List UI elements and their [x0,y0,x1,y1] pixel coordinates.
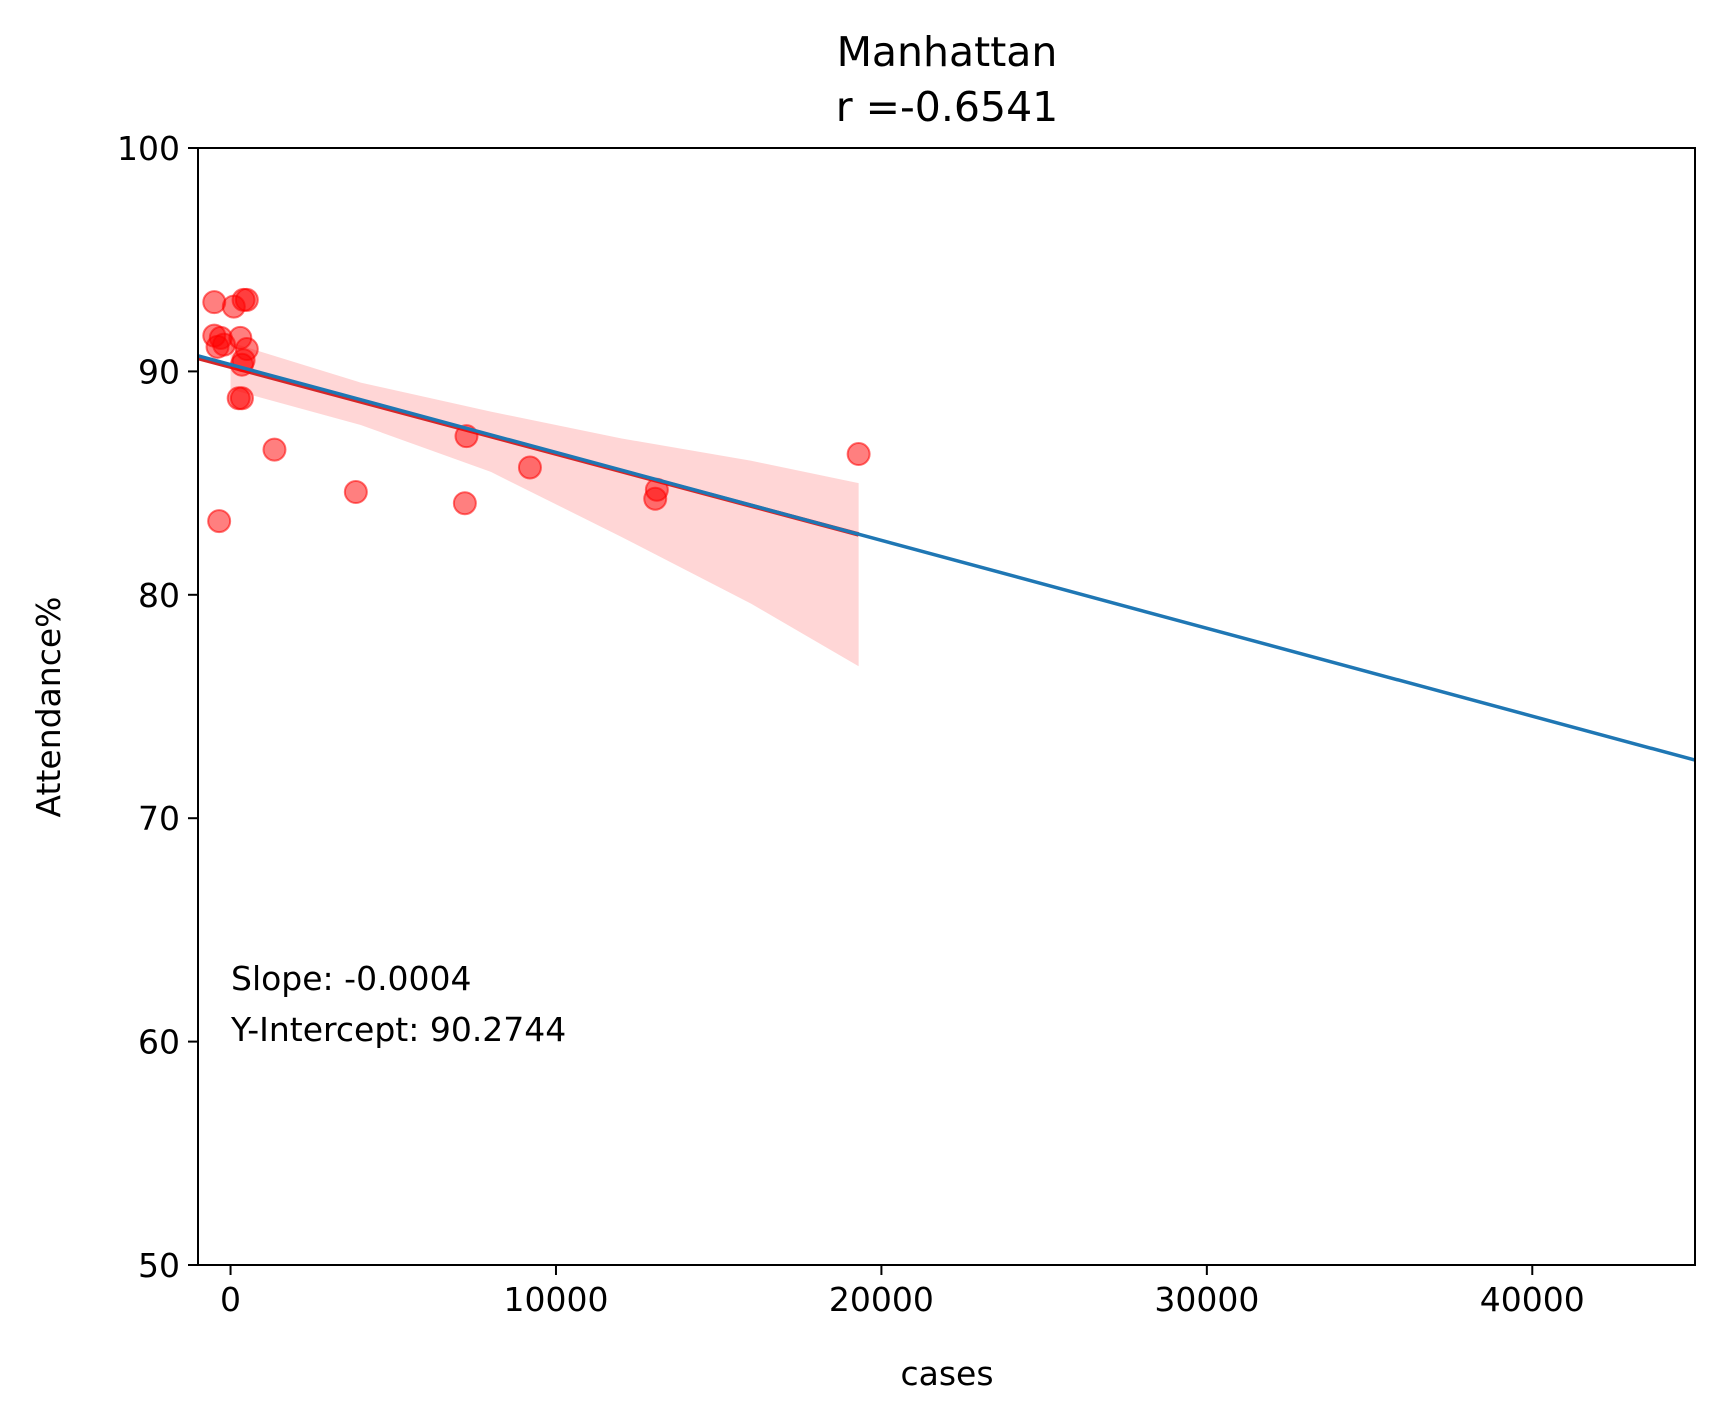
data-layer [198,287,1695,762]
regression-line-full [198,354,1695,762]
x-tick-label: 0 [220,1280,241,1319]
x-tick-label: 30000 [1154,1280,1259,1319]
confidence-band [230,342,859,667]
y-tick-label: 90 [138,352,180,391]
intercept-annotation: Y-Intercept: 90.2744 [230,1010,566,1049]
scatter-point [202,290,227,315]
y-tick-label: 50 [138,1246,180,1285]
slope-annotation: Slope: -0.0004 [231,959,472,998]
plot-area [198,148,1695,1265]
y-axis: 50 60 70 80 90 100 [117,129,198,1285]
y-tick-label: 80 [138,576,180,615]
scatter-point [207,509,232,534]
axes-frame [197,147,1696,1266]
x-tick-label: 20000 [829,1280,934,1319]
y-axis-label: Attendance% [29,597,68,818]
scatter-point [229,386,254,411]
scatter-point [234,287,259,312]
x-tick-label: 40000 [1480,1280,1585,1319]
scatter-point [343,480,368,505]
x-tick-label: 10000 [503,1280,608,1319]
chart-subtitle: r =-0.6541 [836,83,1059,131]
x-axis-label: cases [900,1354,993,1393]
scatter-point [517,455,542,480]
y-tick-label: 100 [117,129,180,168]
scatter-point [452,491,477,516]
x-axis: 0 10000 20000 30000 40000 [220,1265,1585,1319]
scatter-point [262,437,287,462]
scatter-point [846,442,871,467]
y-tick-label: 60 [138,1023,180,1062]
y-tick-label: 70 [138,799,180,838]
chart-title: Manhattan [837,28,1058,76]
